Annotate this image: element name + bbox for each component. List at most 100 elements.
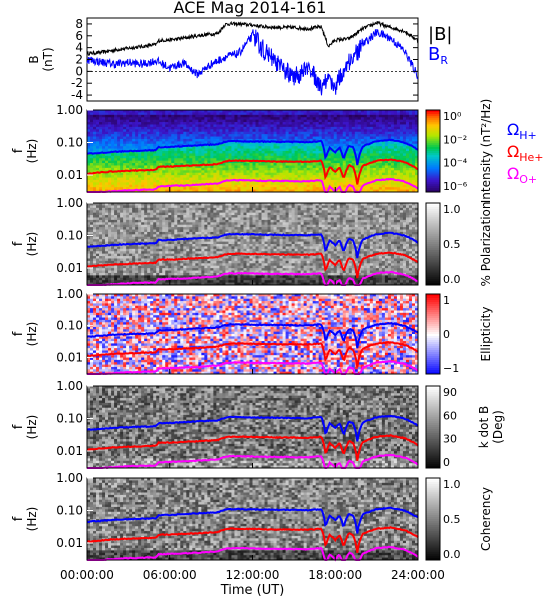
spectrogram-cell — [93, 134, 97, 137]
spectrogram-cell — [264, 134, 268, 137]
spectrogram-cell — [168, 126, 172, 130]
spectrogram-cell — [141, 227, 145, 230]
spectrogram-cell — [282, 167, 286, 171]
spectrogram-cell — [363, 160, 368, 164]
spectrogram-cell — [204, 170, 208, 174]
spectrogram-cell — [294, 175, 299, 178]
spectrogram-cell — [138, 182, 142, 186]
spectrogram-cell — [99, 129, 103, 133]
spectrogram-cell — [396, 119, 401, 123]
spectrogram-cell — [135, 163, 139, 166]
spectrogram-cell — [201, 158, 205, 162]
spectrogram-cell — [369, 184, 374, 188]
spectrogram-cell — [147, 270, 151, 274]
spectrogram-cell — [105, 110, 109, 113]
spectrogram-cell — [93, 184, 97, 188]
spectrogram-cell — [270, 138, 274, 142]
spectrogram-cell — [381, 172, 386, 176]
spectrogram-cell — [309, 167, 314, 171]
spectrogram-cell — [297, 138, 302, 142]
spectrogram-cell — [312, 182, 317, 186]
spectrogram-cell — [393, 172, 398, 176]
spectrogram-cell — [348, 143, 353, 147]
spectrogram-cell — [180, 179, 184, 183]
spectrogram-cell — [195, 114, 199, 118]
spectrogram-cell — [123, 160, 127, 164]
spectrogram-cell — [327, 138, 332, 142]
spectrogram-cell — [186, 146, 190, 149]
spectrogram-cell — [228, 117, 232, 121]
spectrogram-cell — [210, 167, 214, 171]
spectrogram-cell — [255, 153, 259, 157]
spectrogram-cell — [216, 129, 220, 133]
spectrogram-cell — [249, 143, 253, 147]
spectrogram-cell — [150, 175, 154, 178]
spectrogram-cell — [261, 158, 265, 162]
spectrogram-cell — [252, 182, 256, 186]
spectrogram-cell — [360, 153, 365, 157]
spectrogram-cell — [264, 114, 268, 118]
spectrogram-cell — [324, 177, 329, 181]
spectrogram-cell — [87, 155, 91, 159]
spectrogram-cell — [93, 229, 97, 233]
spectrogram-cell — [378, 172, 383, 176]
spectrogram-cell — [315, 165, 320, 169]
spectrogram-cell — [177, 207, 181, 211]
spectrogram-cell — [285, 177, 290, 181]
spectrogram-cell — [87, 212, 91, 216]
spectrogram-cell — [111, 215, 115, 218]
spectrogram-cell — [96, 153, 100, 157]
spectrogram-cell — [174, 207, 178, 211]
spectrogram-cell — [102, 222, 106, 226]
spectrogram-cell — [369, 119, 374, 123]
spectrogram-cell — [408, 189, 413, 193]
spectrogram-cell — [180, 280, 184, 283]
spectrogram-cell — [375, 146, 380, 149]
spectrogram-cell — [90, 246, 94, 250]
spectrogram-cell — [153, 265, 157, 269]
spectrogram-cell — [282, 119, 286, 123]
spectrogram-cell — [342, 136, 347, 140]
spectrogram-cell — [348, 187, 353, 190]
spectrogram-cell — [291, 175, 296, 178]
spectrogram-cell — [249, 151, 253, 154]
spectrogram-cell — [273, 151, 277, 154]
spectrogram-cell — [402, 177, 407, 181]
spectrogram-cell — [372, 134, 377, 137]
spectrogram-cell — [333, 175, 338, 178]
spectrogram-cell — [183, 119, 187, 123]
spectrogram-cell — [402, 155, 407, 159]
spectrogram-cell — [177, 138, 181, 142]
spectrogram-cell — [153, 114, 157, 118]
spectrogram-cell — [168, 210, 172, 214]
spectrogram-cell — [315, 158, 320, 162]
spectrogram-cell — [213, 138, 217, 142]
spectrogram-cell — [228, 167, 232, 171]
spectrogram-cell — [177, 189, 181, 193]
spectrogram-cell — [354, 151, 359, 154]
spectrogram-cell — [333, 153, 338, 157]
spectrogram-cell — [216, 136, 220, 140]
spectrogram-cell — [345, 182, 350, 186]
spectrogram-cell — [357, 160, 362, 164]
spectrogram-cell — [135, 153, 139, 157]
spectrogram-cell — [240, 153, 244, 157]
spectrogram-cell — [186, 114, 190, 118]
spectrogram-cell — [192, 184, 196, 188]
spectrogram-cell — [90, 129, 94, 133]
spectrogram-cell — [198, 179, 202, 183]
spectrogram-cell — [351, 177, 356, 181]
spectrogram-cell — [159, 215, 163, 218]
spectrogram-cell — [108, 272, 112, 276]
spectrogram-cell — [318, 160, 323, 164]
spectrogram-cell — [168, 172, 172, 176]
spectrogram-cell — [261, 119, 265, 123]
spectrogram-cell — [162, 189, 166, 193]
spectrogram-cell — [156, 141, 160, 145]
spectrogram-cell — [396, 175, 401, 178]
spectrogram-cell — [120, 212, 124, 216]
spectrogram-cell — [336, 110, 341, 113]
spectrogram-cell — [117, 172, 121, 176]
spectrogram-cell — [105, 167, 109, 171]
spectrogram-cell — [183, 124, 187, 128]
